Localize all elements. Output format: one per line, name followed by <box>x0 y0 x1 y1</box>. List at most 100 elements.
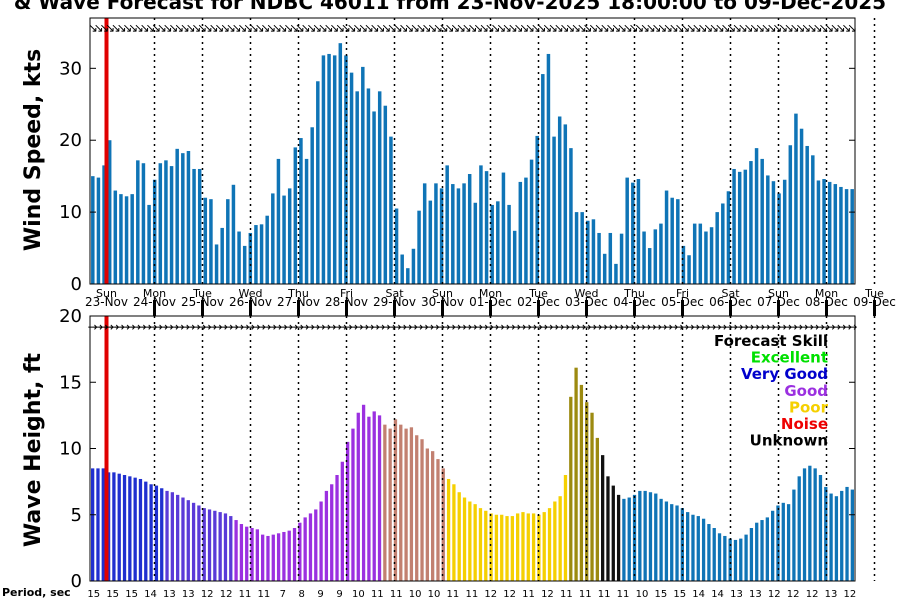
wind-bar <box>512 230 517 284</box>
wind-direction-arrow: ↘ <box>732 21 742 35</box>
wind-direction-arrow: ↘ <box>749 21 759 35</box>
wave-bar <box>547 508 552 581</box>
wave-bar <box>271 534 275 581</box>
wind-bar <box>822 179 826 284</box>
wind-bar <box>192 168 196 284</box>
wave-bar <box>829 493 833 581</box>
date-label: 28-Nov <box>325 295 368 309</box>
wave-direction-arrow: → <box>272 320 282 334</box>
wave-bar <box>845 486 849 581</box>
wave-direction-arrow: → <box>820 320 830 334</box>
wave-direction-arrow: → <box>603 320 613 334</box>
wave-direction-arrow: → <box>354 320 364 334</box>
day-label: Sun <box>432 287 453 300</box>
wind-direction-arrow: ↘ <box>657 21 667 35</box>
wind-bar <box>383 105 388 285</box>
wind-direction-arrow: ↘ <box>536 21 546 35</box>
period-value: 11 <box>465 589 478 600</box>
wave-direction-arrow: → <box>836 320 846 334</box>
wave-direction-arrow: → <box>684 320 694 334</box>
wave-direction-arrow: → <box>375 320 385 334</box>
day-label: Sat <box>721 287 740 300</box>
wind-bar <box>777 193 781 284</box>
period-value: 13 <box>182 589 195 600</box>
wave-direction-arrow: → <box>842 320 852 334</box>
wave-bar <box>840 490 844 581</box>
wave-direction-arrow: → <box>104 320 114 334</box>
wind-direction-arrow: ↘ <box>726 21 736 35</box>
wave-direction-arrow: → <box>701 320 711 334</box>
wind-direction-arrow: ↘ <box>140 21 150 35</box>
wind-direction-arrow: ↘ <box>715 21 725 35</box>
wave-direction-arrow: → <box>598 320 608 334</box>
wave-bar <box>627 497 631 581</box>
wind-direction-arrow: ↘ <box>807 21 817 35</box>
wind-bar <box>327 53 331 284</box>
wind-bar <box>293 147 298 284</box>
wind-direction-arrow: ↘ <box>387 21 397 35</box>
wind-bar <box>557 116 562 285</box>
wind-bar <box>805 145 809 284</box>
wave-bar <box>813 468 817 581</box>
wind-direction-arrow: ↘ <box>335 21 345 35</box>
wave-direction-arrow: → <box>484 320 494 334</box>
wind-direction-arrow: ↘ <box>623 21 633 35</box>
wave-direction-arrow: → <box>706 320 716 334</box>
wind-bar <box>349 72 354 284</box>
wind-bar <box>422 183 427 284</box>
wind-bar <box>721 203 725 284</box>
wind-direction-arrow: ↘ <box>519 21 529 35</box>
wave-ytick-label: 10 <box>59 439 82 460</box>
wind-direction-arrow: ↘ <box>513 21 523 35</box>
wind-direction-arrow: ↘ <box>226 21 236 35</box>
period-value: 8 <box>299 589 305 600</box>
wind-bar <box>175 148 179 284</box>
wind-bar <box>507 204 511 284</box>
wind-direction-arrow: ↘ <box>542 21 552 35</box>
wave-bar <box>802 468 807 581</box>
period-value: 10 <box>352 589 365 600</box>
wind-direction-arrow: ↘ <box>289 21 299 35</box>
wave-direction-arrow: → <box>283 320 293 334</box>
wind-direction-arrow: ↘ <box>640 21 650 35</box>
period-value: 14 <box>144 589 157 600</box>
wind-bar <box>782 179 787 284</box>
wave-direction-arrow: → <box>245 320 255 334</box>
wind-direction-arrow: ↘ <box>611 21 621 35</box>
wind-direction-arrow: ↘ <box>306 21 316 35</box>
wind-direction-arrow: ↘ <box>283 21 293 35</box>
day-label: Thu <box>287 287 309 300</box>
wave-bar <box>160 488 164 581</box>
wind-bar <box>462 183 466 284</box>
wind-bar <box>136 160 140 284</box>
wave-direction-arrow: → <box>815 320 825 334</box>
wave-bar <box>579 384 584 581</box>
wind-direction-arrow: ↘ <box>738 21 748 35</box>
wind-direction-arrow: ↘ <box>755 21 765 35</box>
wave-bar <box>393 419 398 581</box>
wind-bar <box>563 124 568 285</box>
wind-bar <box>698 223 703 284</box>
wind-bar <box>799 128 804 284</box>
wave-bar <box>739 538 743 581</box>
wind-bar <box>833 184 838 284</box>
date-label: 24-Nov <box>133 295 176 309</box>
wind-direction-arrow: ↘ <box>318 21 328 35</box>
wave-direction-arrow: → <box>695 320 705 334</box>
wind-bar <box>214 244 219 284</box>
wind-bar <box>124 196 129 284</box>
period-value: 11 <box>579 589 592 600</box>
wave-direction-arrow: → <box>505 320 515 334</box>
date-label: 03-Dec <box>565 295 608 309</box>
wave-bar <box>165 490 169 581</box>
period-value: 10 <box>428 589 441 600</box>
wave-bar <box>457 492 461 581</box>
wind-bar <box>417 210 421 284</box>
period-value: 12 <box>484 589 497 600</box>
wave-direction-arrow: → <box>533 320 543 334</box>
wind-bar <box>715 212 719 284</box>
wind-direction-arrow: ↘ <box>847 21 857 35</box>
wave-direction-arrow: → <box>223 320 233 334</box>
legend-entry: Very Good <box>741 365 828 383</box>
wave-bar <box>749 528 754 581</box>
